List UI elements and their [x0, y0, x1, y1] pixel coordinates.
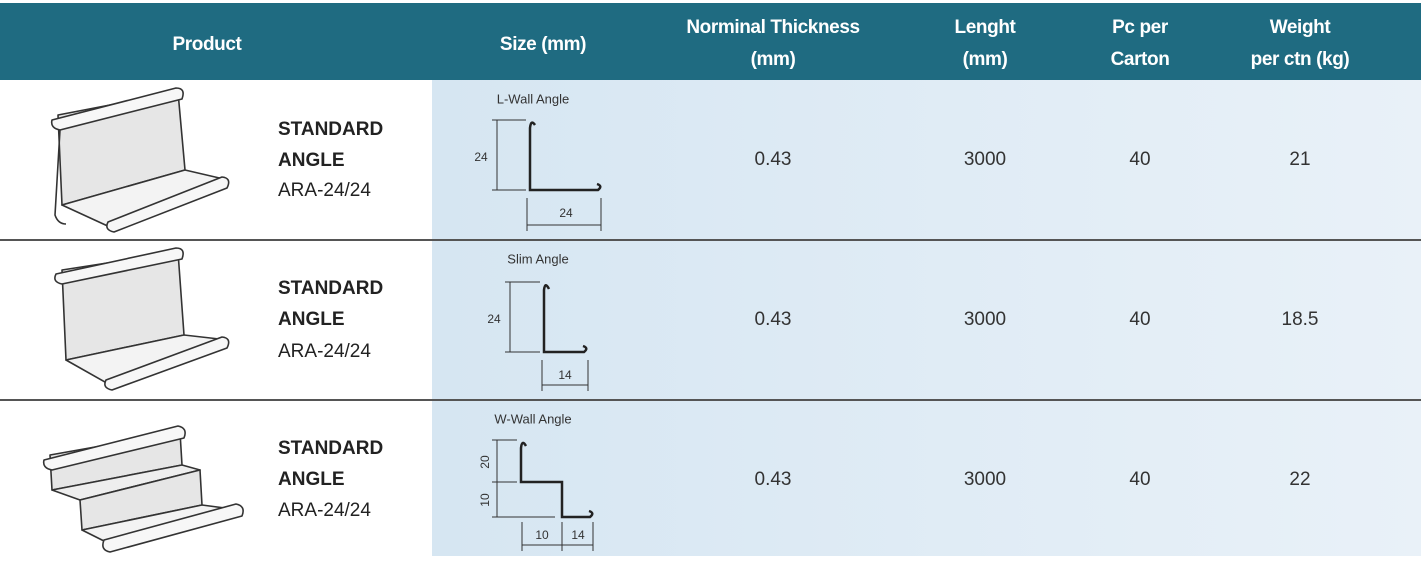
dimension-label: 10 [535, 528, 549, 542]
dimension-label: 24 [559, 206, 573, 220]
product-name: STANDARD [278, 278, 383, 299]
data-background [432, 80, 1421, 556]
pieces: 40 [1129, 309, 1150, 330]
product-code: ARA-24/24 [278, 500, 371, 521]
header-cell: Product [173, 34, 243, 55]
header-cell: Lenght [955, 17, 1017, 38]
length: 3000 [964, 149, 1006, 170]
dimension-label: 24 [474, 150, 488, 164]
header-cell: per ctn (kg) [1251, 49, 1350, 70]
length: 3000 [964, 309, 1006, 330]
product-code: ARA-24/24 [278, 341, 371, 362]
thickness: 0.43 [755, 149, 792, 170]
product-code: ARA-24/24 [278, 180, 371, 201]
product-name: STANDARD [278, 119, 383, 140]
pieces: 40 [1129, 149, 1150, 170]
thickness: 0.43 [755, 309, 792, 330]
product-image [55, 248, 229, 390]
weight: 21 [1289, 149, 1310, 170]
product-name: ANGLE [278, 150, 345, 171]
header-cell: (mm) [963, 49, 1008, 70]
dimension-label: 24 [487, 312, 501, 326]
header-cell: Size (mm) [500, 34, 586, 55]
dimension-label: 14 [558, 368, 572, 382]
header-cell: (mm) [751, 49, 796, 70]
size-title: W-Wall Angle [494, 411, 571, 426]
header-cell: Pc per [1112, 17, 1169, 38]
spec-table: Product Size (mm) Norminal Thickness (mm… [0, 0, 1421, 556]
product-image [44, 426, 243, 552]
header-cell: Carton [1111, 49, 1170, 70]
product-name: STANDARD [278, 438, 383, 459]
length: 3000 [964, 469, 1006, 490]
size-title: Slim Angle [507, 251, 568, 266]
header-cell: Norminal Thickness [686, 17, 859, 38]
dimension-label: 14 [571, 528, 585, 542]
thickness: 0.43 [755, 469, 792, 490]
dimension-label: 10 [478, 493, 492, 507]
product-image [52, 88, 229, 232]
header-cell: Weight [1270, 17, 1332, 38]
dimension-label: 20 [478, 455, 492, 469]
product-name: ANGLE [278, 469, 345, 490]
size-title: L-Wall Angle [497, 91, 570, 106]
weight: 22 [1289, 469, 1310, 490]
weight: 18.5 [1282, 309, 1319, 330]
pieces: 40 [1129, 469, 1150, 490]
product-name: ANGLE [278, 309, 345, 330]
